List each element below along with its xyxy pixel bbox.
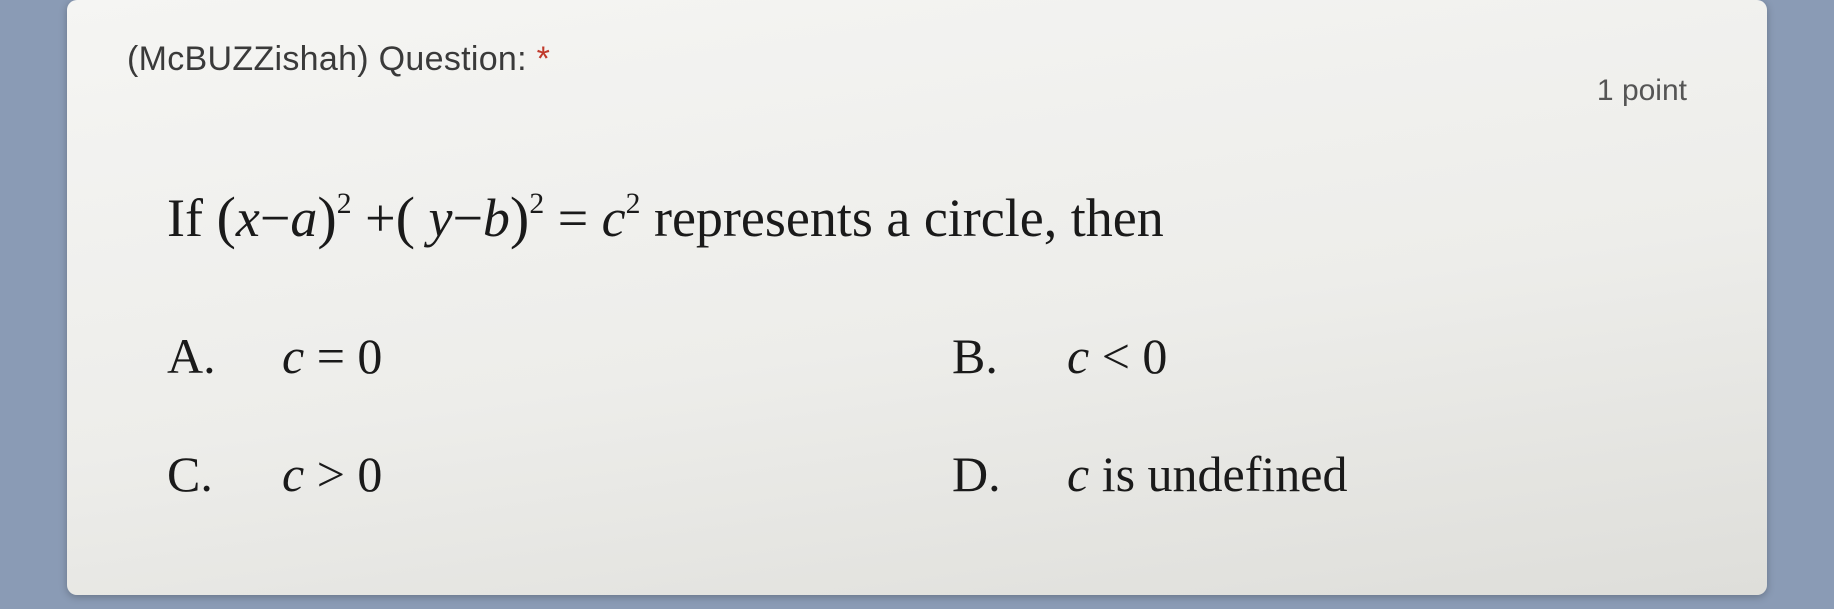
option-d[interactable]: D. c is undefined bbox=[952, 445, 1697, 503]
question-body: If (x−a)2 +( y−b)2 = c2 represents a cir… bbox=[167, 178, 1697, 257]
opt-b-val: 0 bbox=[1142, 328, 1167, 384]
var-c: c bbox=[602, 188, 626, 248]
exp-2: 2 bbox=[529, 188, 544, 220]
opt-a-val: 0 bbox=[357, 328, 382, 384]
option-b[interactable]: B. c < 0 bbox=[952, 327, 1697, 385]
opt-c-var: c bbox=[282, 446, 304, 502]
option-c-letter: C. bbox=[167, 445, 222, 503]
op-minus-1: − bbox=[260, 188, 290, 248]
opt-d-var: c bbox=[1067, 446, 1089, 502]
options-grid: A. c = 0 B. c < 0 C. c > 0 D. c is undef… bbox=[167, 327, 1697, 503]
op-eq: = bbox=[558, 188, 588, 248]
option-a-letter: A. bbox=[167, 327, 222, 385]
question-card: (McBUZZishah) Question: * 1 point If (x−… bbox=[67, 0, 1767, 595]
option-c-math: c > 0 bbox=[282, 445, 382, 503]
required-asterisk: * bbox=[537, 40, 551, 78]
option-d-text: c is undefined bbox=[1067, 445, 1347, 503]
option-a[interactable]: A. c = 0 bbox=[167, 327, 912, 385]
points-label: 1 point bbox=[1597, 74, 1687, 108]
q-prefix: If bbox=[167, 188, 216, 248]
title-text: (McBUZZishah) Question: bbox=[127, 40, 527, 78]
op-minus-2: − bbox=[452, 188, 482, 248]
opt-b-var: c bbox=[1067, 328, 1089, 384]
q-suffix: represents a circle, then bbox=[640, 188, 1163, 248]
opt-a-var: c bbox=[282, 328, 304, 384]
option-b-letter: B. bbox=[952, 327, 1007, 385]
var-y: y bbox=[428, 188, 452, 248]
header-row: (McBUZZishah) Question: * 1 point bbox=[127, 40, 1697, 108]
exp-3: 2 bbox=[626, 188, 641, 220]
opt-b-rel: < bbox=[1102, 328, 1130, 384]
option-a-math: c = 0 bbox=[282, 327, 382, 385]
opt-a-rel: = bbox=[317, 328, 345, 384]
question-title: (McBUZZishah) Question: * bbox=[127, 40, 550, 79]
option-d-letter: D. bbox=[952, 445, 1007, 503]
opt-d-tail: is undefined bbox=[1089, 446, 1347, 502]
option-c[interactable]: C. c > 0 bbox=[167, 445, 912, 503]
var-b: b bbox=[483, 188, 510, 248]
var-x: x bbox=[236, 188, 260, 248]
math-expression: (x−a)2 +( y−b)2 = c2 bbox=[216, 188, 640, 248]
opt-c-val: 0 bbox=[357, 446, 382, 502]
option-b-math: c < 0 bbox=[1067, 327, 1167, 385]
opt-c-rel: > bbox=[317, 446, 345, 502]
op-plus: + bbox=[365, 188, 395, 248]
var-a: a bbox=[290, 188, 317, 248]
exp-1: 2 bbox=[337, 188, 352, 220]
